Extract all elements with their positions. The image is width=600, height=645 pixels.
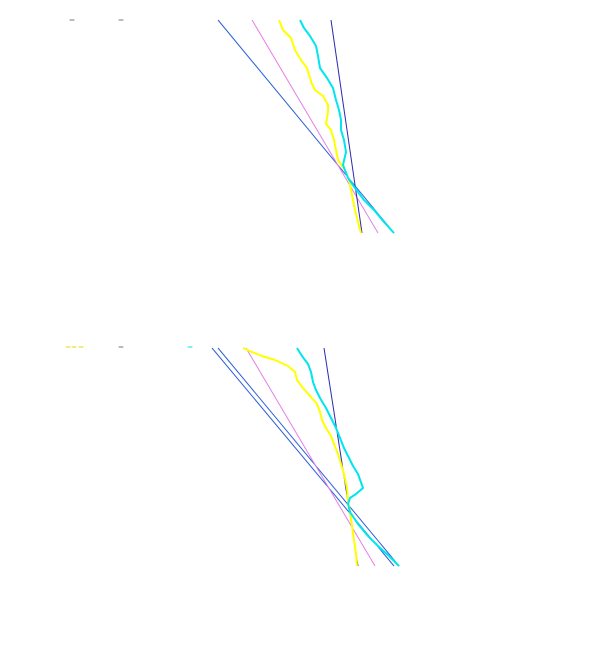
chart-panel-top bbox=[69, 19, 395, 234]
series-line-3 bbox=[330, 19, 363, 234]
series-line-1 bbox=[217, 19, 395, 234]
series-line-5 bbox=[299, 19, 395, 234]
series-line-5 bbox=[242, 347, 358, 567]
chart-panel-bottom bbox=[65, 346, 400, 567]
series-line-4 bbox=[278, 19, 362, 234]
series-line-6 bbox=[296, 347, 400, 567]
series-line-2 bbox=[217, 347, 400, 567]
series-line-3 bbox=[245, 347, 376, 567]
series-line-2 bbox=[251, 19, 379, 234]
